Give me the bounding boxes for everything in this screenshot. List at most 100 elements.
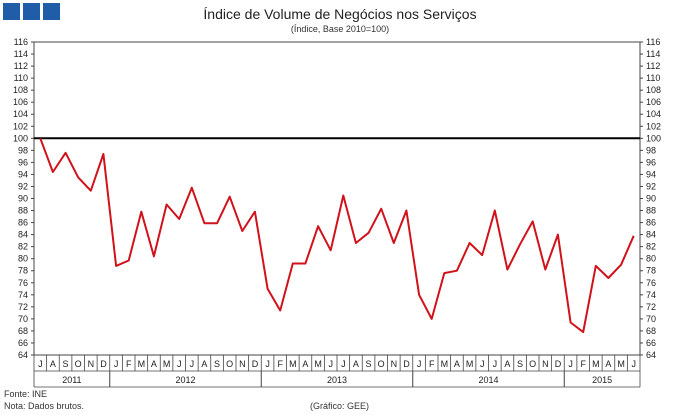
y-tick-label-right: 98 [646,145,656,155]
chart-subtitle: (Índice, Base 2010=100) [290,24,390,34]
y-tick-label-left: 90 [18,194,28,204]
y-tick-label-right: 74 [646,290,656,300]
y-tick-label-left: 76 [18,278,28,288]
month-label: N [542,359,549,369]
y-tick-label-right: 72 [646,302,656,312]
y-tick-label-left: 82 [18,242,28,252]
logo-square-1 [3,3,20,20]
y-tick-label-left: 102 [13,121,28,131]
month-label: F [126,359,132,369]
y-tick-label-left: 80 [18,254,28,264]
y-tick-label-left: 98 [18,145,28,155]
month-label: M [441,359,449,369]
y-tick-label-right: 106 [646,97,661,107]
y-tick-label-left: 64 [18,350,28,360]
y-tick-label-left: 72 [18,302,28,312]
month-label: O [75,359,82,369]
month-label: F [429,359,435,369]
month-label: M [466,359,474,369]
y-tick-label-right: 116 [646,37,660,47]
y-tick-label-right: 96 [646,157,656,167]
month-label: F [580,359,586,369]
logo-square-3 [43,3,60,20]
plot-frame [33,41,641,356]
month-label: A [151,359,157,369]
month-label: A [454,359,460,369]
y-tick-label-left: 114 [14,49,28,59]
logo-square-2 [23,3,40,20]
y-tick-label-left: 70 [18,314,28,324]
month-label: M [138,359,146,369]
month-label: N [88,359,95,369]
month-label: D [252,359,259,369]
month-label: S [214,359,220,369]
month-label: N [391,359,398,369]
month-label: A [353,359,359,369]
y-tick-label-left: 106 [13,97,28,107]
month-label: A [302,359,308,369]
y-tick-label-right: 88 [646,206,656,216]
y-tick-label-right: 66 [646,338,656,348]
y-tick-label-left: 94 [18,169,28,179]
month-label: O [378,359,385,369]
month-label: O [529,359,536,369]
month-label: S [517,359,523,369]
y-tick-label-right: 112 [646,61,660,71]
y-tick-label-right: 92 [646,181,656,191]
y-tick-label-right: 114 [646,49,660,59]
month-label: J [493,359,498,369]
month-label: J [265,359,270,369]
y-tick-label-right: 84 [646,230,656,240]
month-label: J [38,359,43,369]
month-label: D [555,359,562,369]
y-tick-label-left: 112 [14,61,28,71]
source-note: Fonte: INE [4,389,48,399]
month-label: S [63,359,69,369]
month-label: A [605,359,611,369]
month-label: M [163,359,171,369]
y-tick-label-right: 70 [646,314,656,324]
y-tick-label-right: 78 [646,266,656,276]
data-note: Nota: Dados brutos. [4,401,85,411]
chart-title: Índice de Volume de Negócios nos Serviço… [203,6,477,22]
year-label: 2011 [62,375,81,385]
month-label: O [226,359,233,369]
year-label: 2012 [175,375,195,385]
y-tick-label-left: 110 [14,73,28,83]
month-label: J [341,359,346,369]
month-label: D [403,359,410,369]
y-tick-label-right: 108 [646,85,661,95]
y-tick-label-right: 64 [646,350,656,360]
month-label: J [177,359,182,369]
year-label: 2014 [478,375,498,385]
month-label: J [417,359,422,369]
y-tick-label-left: 108 [13,85,28,95]
month-label: M [314,359,322,369]
y-tick-label-right: 76 [646,278,656,288]
month-label: J [480,359,485,369]
year-label: 2013 [327,375,347,385]
month-label: J [114,359,119,369]
month-label: J [631,359,636,369]
year-label: 2015 [592,375,612,385]
y-tick-label-right: 80 [646,254,656,264]
y-tick-label-left: 104 [13,109,28,119]
month-label: M [592,359,600,369]
month-label: M [617,359,625,369]
series-line [39,137,635,334]
month-label: A [201,359,207,369]
y-tick-label-left: 86 [18,218,28,228]
y-tick-label-left: 68 [18,326,28,336]
y-tick-label-right: 104 [646,109,661,119]
y-tick-label-right: 90 [646,194,656,204]
y-tick-label-right: 110 [646,73,660,83]
month-label: A [504,359,510,369]
y-tick-label-left: 78 [18,266,28,276]
month-label: N [239,359,246,369]
y-tick-label-right: 68 [646,326,656,336]
month-label: S [366,359,372,369]
chart-credit: (Gráfico: GEE) [310,401,370,411]
y-tick-label-right: 86 [646,218,656,228]
y-tick-label-left: 96 [18,157,28,167]
